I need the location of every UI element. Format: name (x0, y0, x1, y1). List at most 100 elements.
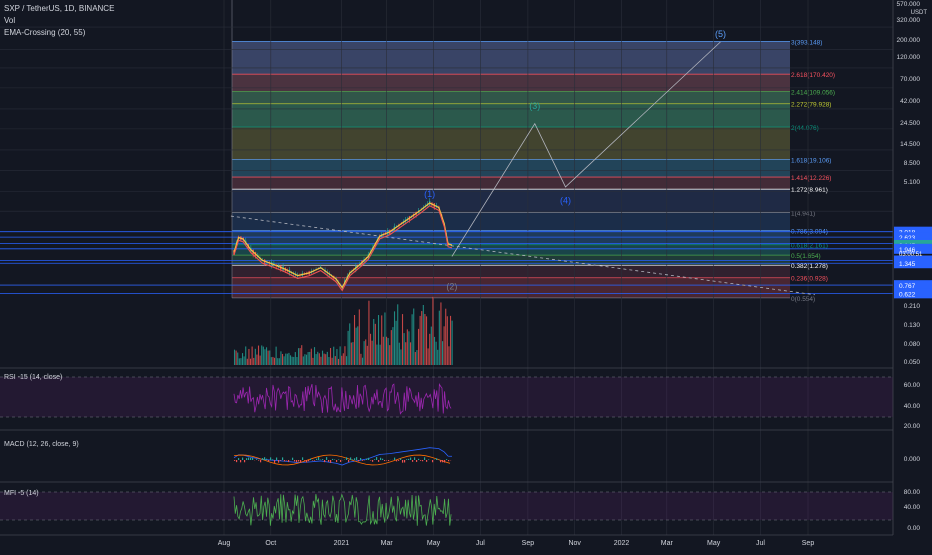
volume-bar (316, 354, 317, 365)
wave-label: (3) (529, 101, 540, 111)
time-tick: 2022 (614, 540, 630, 547)
volume-bar (360, 354, 361, 365)
volume-bar (308, 352, 309, 365)
macd-histogram-bar (400, 459, 401, 460)
macd-histogram-bar (406, 459, 407, 460)
macd-histogram-bar (256, 459, 257, 460)
volume-bar (261, 345, 262, 365)
volume-bar (288, 353, 289, 365)
price-axis[interactable]: USDT570.000320.000200.000120.00070.00042… (893, 0, 932, 550)
volume-bar (304, 354, 305, 365)
volume-bar (373, 319, 374, 365)
volume-bar (415, 352, 416, 365)
volume-bar (312, 358, 313, 365)
volume-bar (346, 356, 347, 365)
volume-bar (397, 304, 398, 365)
volume-bar (336, 349, 337, 365)
volume-bar (292, 357, 293, 365)
macd-histogram-bar (336, 460, 337, 462)
volume-bar (340, 346, 341, 365)
volume-bar (242, 353, 243, 365)
volume-bar (338, 359, 339, 365)
macd-histogram-bar (294, 460, 295, 461)
fib-zone (232, 104, 790, 127)
volume-bar (364, 341, 365, 365)
volume-bar (276, 347, 277, 365)
volume-bar (234, 350, 235, 365)
volume-bar (447, 316, 448, 365)
volume-bar (247, 359, 248, 365)
macd-histogram-bar (446, 459, 447, 460)
time-tick: Nov (568, 540, 581, 547)
volume-bar (426, 316, 427, 365)
macd-histogram-bar (288, 460, 289, 462)
price-tick: 0.210 (904, 303, 921, 310)
macd-histogram-bar (274, 460, 275, 463)
volume-bar (325, 354, 326, 365)
volume-bar (290, 355, 291, 365)
volume-bar (280, 351, 281, 365)
volume-bar (380, 345, 381, 365)
macd-histogram-bar (332, 459, 333, 460)
rsi-band (0, 377, 893, 417)
macd-histogram-bar (322, 459, 323, 460)
volume-bar (359, 309, 360, 365)
fib-label: 1.272(8.961) (791, 187, 828, 194)
volume-bar (376, 345, 377, 365)
fib-label: 3(393.148) (791, 40, 822, 47)
volume-bar (389, 345, 390, 365)
volume-bar (319, 353, 320, 365)
fib-label: 0.786(3.094) (791, 229, 828, 236)
indicator-tick: 20.00 (904, 423, 921, 430)
volume-bar (237, 353, 238, 365)
macd-histogram-bar (440, 460, 441, 462)
fib-label: 0.236(0.928) (791, 276, 828, 283)
macd-histogram-bar (338, 459, 339, 460)
price-tick: 14.500 (900, 141, 920, 148)
macd-histogram-bar (404, 460, 405, 462)
macd-histogram-bar (308, 460, 309, 461)
price-tick: 42.000 (900, 98, 920, 105)
macd-histogram-bar (296, 460, 297, 462)
macd-histogram-bar (354, 458, 355, 460)
macd-histogram-bar (314, 460, 315, 461)
macd-histogram-bar (414, 457, 415, 460)
macd-histogram-bar (246, 458, 247, 460)
macd-histogram-bar (326, 457, 327, 460)
price-tick: 5.100 (904, 179, 921, 186)
volume-bar (300, 348, 301, 365)
volume-bar (279, 358, 280, 365)
fib-label: 2.414(109.056) (791, 90, 835, 97)
volume-bar (436, 342, 437, 365)
fib-zone (232, 177, 790, 189)
price-tick: 120.000 (897, 54, 921, 61)
volume-bar (444, 326, 445, 365)
volume-bar (330, 348, 331, 365)
volume-bar (348, 331, 349, 365)
fib-extension-layer: 3(393.148)2.618(170.420)2.414(109.056)2.… (232, 0, 835, 303)
fib-zone (232, 278, 790, 298)
fib-zone (232, 189, 790, 212)
macd-histogram-bar (300, 460, 301, 462)
volume-bar (256, 355, 257, 365)
macd-histogram-bar (316, 459, 317, 460)
macd-histogram-bar (422, 460, 423, 461)
volume-bar (418, 329, 419, 365)
macd-histogram-bar (270, 457, 271, 460)
macd-histogram-bar (310, 459, 311, 460)
volume-bar (442, 341, 443, 365)
wave-label: (1) (424, 189, 435, 199)
macd-histogram-bar (432, 460, 433, 462)
price-badge-label: 1.345 (899, 261, 916, 268)
volume-bar (284, 356, 285, 365)
volume-bar (421, 311, 422, 365)
volume-bar (367, 346, 368, 365)
ema-legend: EMA-Crossing (20, 55) (4, 28, 85, 37)
price-tick: 24.500 (900, 120, 920, 127)
macd-histogram-bar (240, 460, 241, 462)
volume-bar (412, 314, 413, 365)
volume-bar (399, 343, 400, 365)
macd-histogram-bar (298, 460, 299, 461)
